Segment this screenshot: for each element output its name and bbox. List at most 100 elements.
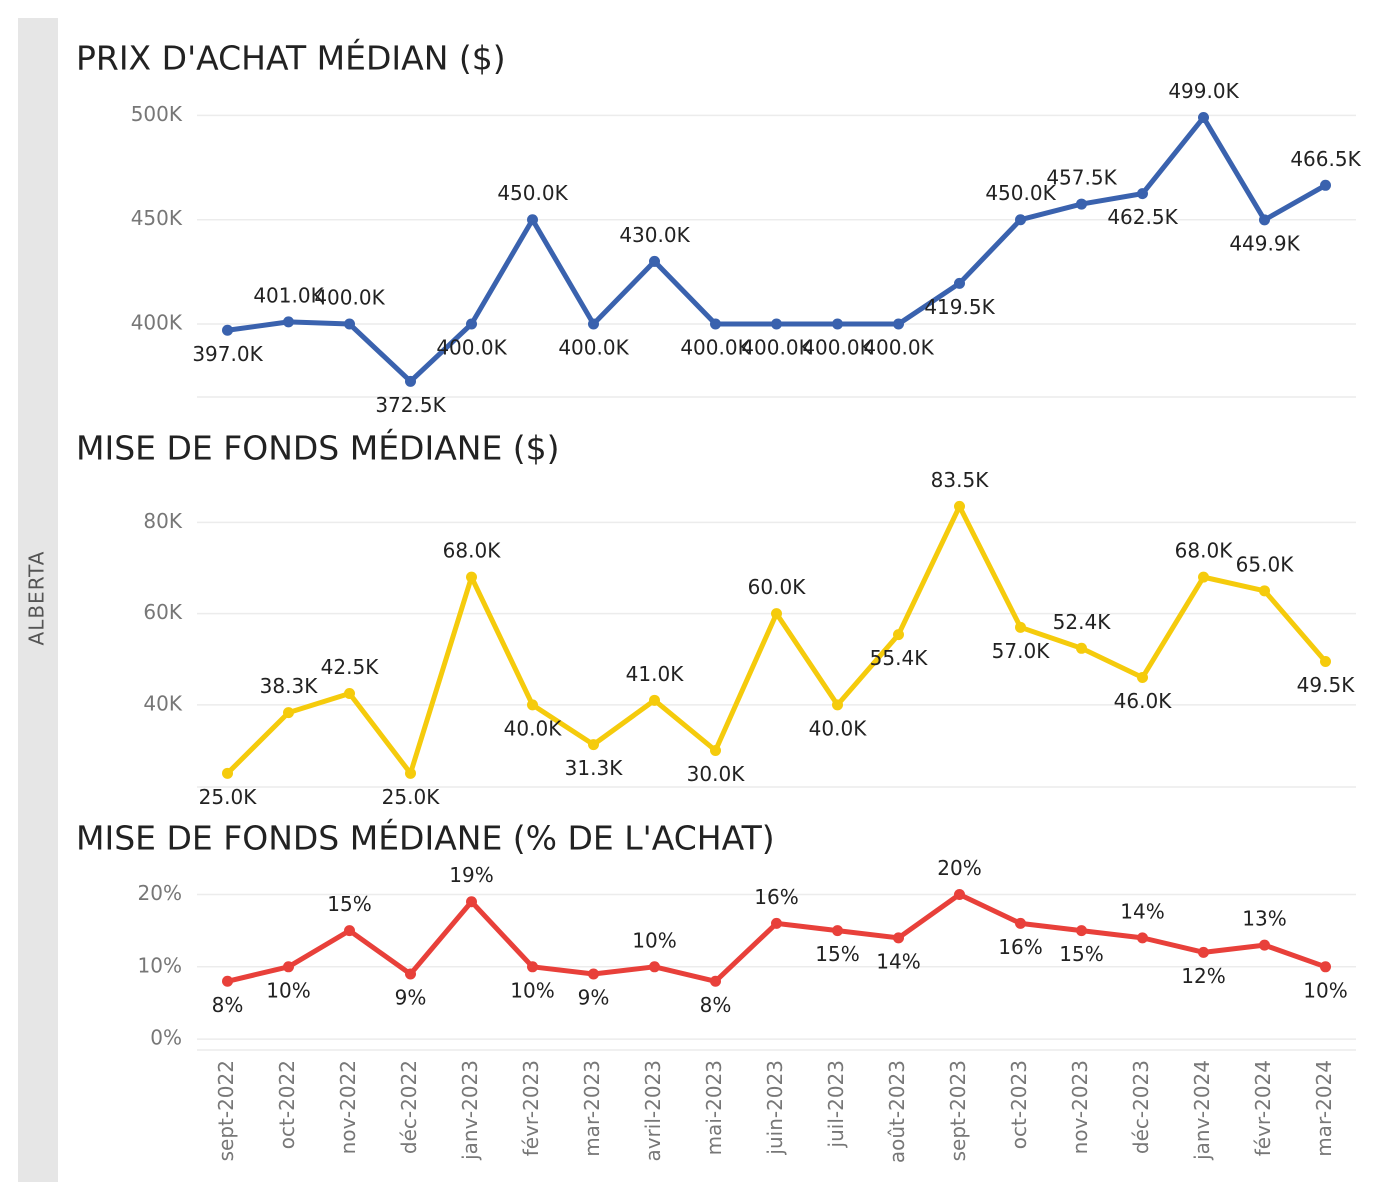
value-label: 20% [937, 856, 981, 880]
point [832, 318, 843, 330]
x-tick-label: janv-2024 [1190, 1060, 1214, 1161]
value-label: 401.0K [253, 283, 324, 307]
value-label: 68.0K [1175, 539, 1234, 563]
value-label: 13% [1242, 907, 1286, 931]
y-tick-label: 40K [143, 691, 182, 715]
y-tick-label: 0% [150, 1026, 182, 1050]
x-tick-label: févr-2024 [1251, 1060, 1275, 1156]
chart-title: PRIX D'ACHAT MÉDIAN ($) [76, 38, 506, 78]
value-label: 40.0K [809, 716, 868, 740]
point [832, 699, 843, 711]
point [832, 925, 843, 937]
value-label: 9% [578, 986, 610, 1010]
value-label: 12% [1181, 964, 1225, 988]
value-label: 8% [700, 993, 732, 1017]
value-label: 41.0K [626, 662, 685, 686]
point [771, 318, 782, 330]
value-label: 40.0K [504, 716, 563, 740]
value-label: 430.0K [619, 223, 690, 247]
value-label: 68.0K [443, 539, 502, 563]
point [466, 896, 477, 908]
point [649, 255, 660, 267]
value-label: 400.0K [863, 336, 934, 360]
point [1076, 925, 1087, 937]
x-tick-label: sept-2022 [214, 1060, 238, 1161]
point [710, 745, 721, 756]
value-label: 57.0K [992, 639, 1051, 663]
point [1320, 656, 1331, 668]
value-label: 400.0K [680, 336, 751, 360]
value-label: 10% [266, 978, 310, 1002]
point [710, 318, 721, 330]
point [1137, 188, 1148, 200]
value-label: 10% [1303, 978, 1347, 1002]
value-label: 52.4K [1053, 610, 1112, 634]
y-tick-label: 80K [143, 509, 182, 533]
value-label: 457.5K [1046, 166, 1117, 190]
value-label: 400.0K [558, 336, 629, 360]
value-label: 10% [632, 928, 676, 952]
point [466, 318, 477, 330]
value-label: 499.0K [1168, 79, 1239, 103]
x-tick-label: mar-2023 [580, 1060, 604, 1157]
point [954, 888, 965, 900]
value-label: 400.0K [436, 336, 507, 360]
point [405, 767, 416, 779]
y-tick-label: 400K [131, 311, 183, 335]
point [954, 500, 965, 512]
point [527, 961, 538, 973]
point [893, 318, 904, 330]
y-tick-label: 20% [138, 881, 182, 905]
value-label: 397.0K [192, 342, 263, 366]
value-label: 419.5K [924, 295, 995, 319]
point [649, 961, 660, 973]
x-tick-label: févr-2023 [519, 1060, 543, 1156]
line [225, 503, 1328, 776]
value-label: 14% [876, 949, 920, 973]
point [1198, 946, 1209, 958]
value-label: 450.0K [497, 181, 568, 205]
value-label: 15% [815, 942, 859, 966]
value-label: 38.3K [260, 674, 319, 698]
value-label: 450.0K [985, 181, 1056, 205]
x-tick-label: mai-2023 [702, 1060, 726, 1155]
point [588, 739, 599, 751]
point [222, 975, 233, 987]
x-tick-label: juil-2023 [824, 1060, 848, 1148]
point [283, 707, 294, 719]
value-label: 14% [1120, 899, 1164, 923]
x-tick-label: avril-2023 [641, 1060, 665, 1162]
point [771, 608, 782, 620]
x-tick-label: sept-2023 [946, 1060, 970, 1161]
point [1198, 112, 1209, 124]
value-label: 372.5K [375, 393, 446, 417]
y-tick-label: 500K [131, 102, 183, 126]
point [1198, 571, 1209, 583]
value-label: 15% [327, 892, 371, 916]
point [283, 961, 294, 973]
chart-title: MISE DE FONDS MÉDIANE ($) [76, 428, 560, 468]
point [527, 214, 538, 226]
point [466, 571, 477, 583]
value-label: 10% [510, 978, 554, 1002]
x-tick-label: mar-2024 [1312, 1060, 1336, 1157]
x-tick-label: oct-2022 [275, 1060, 299, 1149]
value-label: 65.0K [1236, 552, 1295, 576]
value-label: 19% [449, 863, 493, 887]
point [1137, 672, 1148, 683]
point [344, 318, 355, 330]
x-tick-label: juin-2023 [763, 1060, 787, 1156]
point [1320, 961, 1331, 973]
x-tick-label: août-2023 [885, 1060, 909, 1163]
x-tick-label: nov-2022 [336, 1060, 360, 1154]
point [222, 767, 233, 779]
point [588, 318, 599, 330]
point [405, 375, 416, 387]
side-band [18, 18, 58, 1182]
value-label: 466.5K [1290, 147, 1361, 171]
y-tick-label: 450K [131, 206, 183, 230]
point [1259, 214, 1270, 226]
point [1015, 214, 1026, 226]
value-label: 462.5K [1107, 205, 1178, 229]
